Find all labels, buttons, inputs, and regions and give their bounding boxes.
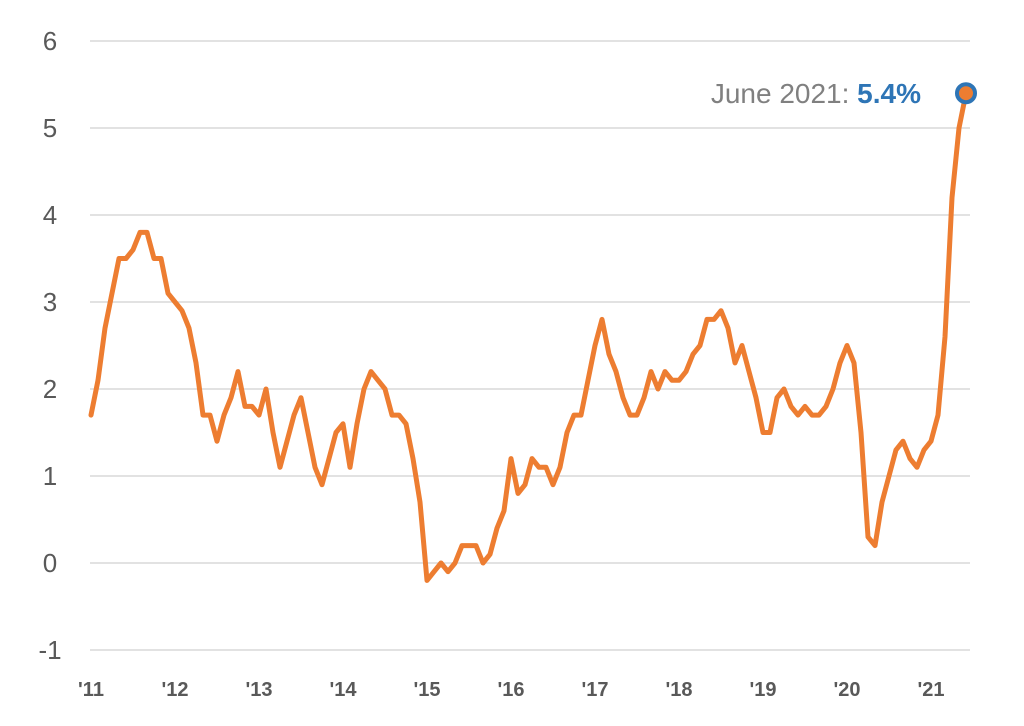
- x-tick-label: '13: [245, 679, 272, 701]
- y-tick-label: 2: [43, 374, 57, 404]
- x-tick-label: '19: [749, 679, 776, 701]
- series-line: [88, 90, 969, 583]
- end-point-annotation: June 2021: 5.4%: [711, 78, 921, 109]
- y-tick-label: 1: [43, 461, 57, 491]
- y-axis-tick-labels: -1 0 1 2 3 4 5 6: [38, 26, 61, 665]
- gridlines: [90, 40, 970, 651]
- y-tick-label: 0: [43, 548, 57, 578]
- annotation-prefix: June 2021:: [711, 78, 857, 109]
- x-axis-tick-labels: '11 '12 '13 '14 '15 '16 '17 '18 '19 '20 '21: [78, 679, 944, 701]
- y-tick-label: 4: [43, 200, 57, 230]
- x-tick-label: '21: [917, 679, 944, 701]
- x-tick-label: '12: [161, 679, 188, 701]
- annotation-value: 5.4%: [857, 78, 921, 109]
- x-tick-label: '16: [497, 679, 524, 701]
- x-tick-label: '11: [78, 679, 104, 701]
- x-tick-label: '14: [329, 679, 357, 701]
- y-tick-label: 3: [43, 287, 57, 317]
- y-tick-label: 6: [43, 26, 57, 56]
- y-tick-label: 5: [43, 113, 57, 143]
- y-tick-label: -1: [38, 635, 61, 665]
- x-tick-label: '15: [413, 679, 440, 701]
- x-tick-label: '17: [581, 679, 608, 701]
- end-point-marker: [955, 82, 977, 105]
- x-tick-label: '20: [833, 679, 860, 701]
- x-tick-label: '18: [665, 679, 692, 701]
